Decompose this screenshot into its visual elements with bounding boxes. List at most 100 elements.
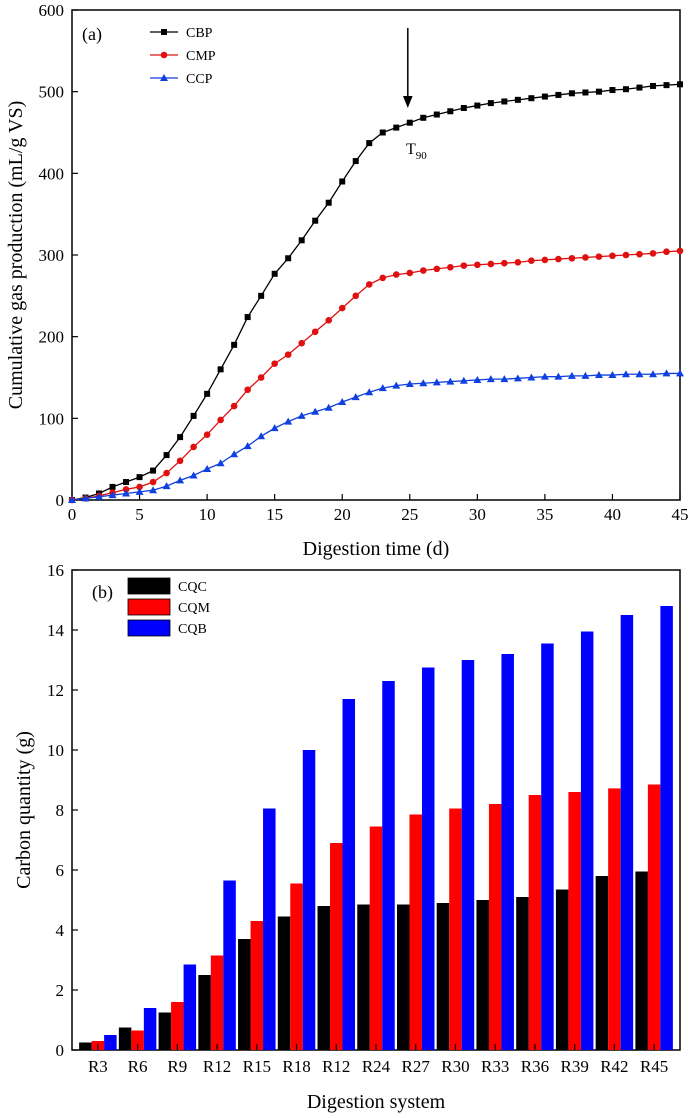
data-point-cbp	[420, 114, 427, 121]
data-point-cmp	[582, 254, 589, 261]
bar-cqb	[104, 1035, 117, 1050]
data-point-ccp	[392, 381, 401, 389]
data-point-ccp	[486, 375, 495, 383]
b-xtick-label: R15	[243, 1057, 271, 1076]
bar-cqb	[143, 1008, 157, 1050]
bar-cqb	[580, 631, 594, 1050]
a-ytick-label: 400	[39, 164, 65, 183]
data-point-cmp	[568, 254, 576, 262]
data-point-cmp	[122, 486, 130, 493]
data-point-cbp	[474, 102, 481, 109]
b-xtick-label: R42	[600, 1057, 628, 1076]
a-ytick-label: 200	[39, 328, 65, 347]
data-point-ccp	[81, 494, 90, 502]
data-point-cbp	[541, 93, 548, 100]
a-xtick-label: 25	[401, 505, 418, 524]
data-point-cmp	[217, 416, 224, 424]
data-point-cbp	[393, 124, 400, 131]
data-point-cbp	[379, 129, 386, 136]
data-point-ccp	[149, 486, 158, 494]
data-point-cmp	[474, 261, 481, 269]
data-point-cbp	[649, 82, 656, 89]
t90-label: T90	[406, 141, 427, 162]
panel-b-ticks: 0 2 4 6 8 10 12 14 16 R3 R6 R9 R12 R15 R18 R12 R24 R27 R30…	[47, 561, 668, 1076]
data-point-ccp	[243, 442, 252, 450]
legend-label-cqb: CQB	[178, 622, 207, 637]
bar-cqc	[317, 906, 331, 1050]
b-xtick-label: R12	[322, 1057, 350, 1076]
data-point-cmp	[447, 263, 454, 271]
data-point-cbp	[447, 108, 454, 115]
bar-cqm	[330, 843, 343, 1050]
panel-a-legend: CBP CMP CCP	[150, 26, 216, 87]
data-point-cbp	[163, 452, 170, 459]
bar-cqb	[461, 660, 475, 1050]
data-point-cbp	[528, 95, 535, 102]
data-point-cmp	[203, 431, 211, 438]
bar-cqm	[647, 784, 661, 1050]
panel-a-label: (a)	[82, 24, 102, 45]
bar-cqc	[436, 903, 450, 1050]
legend-swatch-cqm	[127, 598, 171, 616]
data-point-ccp	[311, 407, 320, 415]
data-point-ccp	[351, 393, 360, 401]
data-point-cmp	[541, 256, 549, 264]
a-xtick-label: 35	[536, 505, 553, 524]
bar-cqc	[476, 900, 489, 1050]
data-point-cmp	[460, 262, 468, 269]
bar-cqb	[302, 750, 316, 1050]
data-point-cmp	[528, 257, 535, 265]
t90-label-sub: 90	[416, 150, 428, 162]
bar-cqm	[449, 808, 462, 1050]
data-point-cbp	[325, 199, 332, 206]
data-point-cbp	[123, 479, 130, 486]
data-point-cbp	[501, 98, 508, 105]
series-cbp	[69, 81, 683, 503]
data-point-ccp	[594, 371, 603, 379]
data-point-ccp	[230, 450, 239, 458]
panel-a-ticks: 0 5 10 15 20 25 30 35 40 45 0 100 200 300 400 500 600	[39, 1, 689, 524]
series-ccp	[68, 369, 684, 503]
legend-label-cmp: CMP	[186, 49, 216, 64]
data-point-ccp	[108, 491, 117, 499]
b-ytick-label: 10	[47, 741, 64, 760]
a-ytick-label: 300	[39, 246, 65, 265]
panel-b-xlabel: Digestion system	[307, 1091, 446, 1113]
bar-cqm	[131, 1030, 144, 1050]
data-point-ccp	[135, 487, 144, 495]
data-point-cmp	[298, 339, 305, 347]
data-point-cbp	[663, 82, 670, 89]
bar-cqm	[528, 795, 542, 1050]
bar-cqc	[118, 1027, 132, 1050]
a-xtick-label: 30	[469, 505, 486, 524]
data-point-cmp	[257, 374, 265, 381]
bar-cqm	[568, 792, 581, 1050]
data-point-ccp	[459, 376, 468, 384]
data-point-ccp	[68, 496, 76, 503]
data-point-ccp	[581, 371, 590, 379]
data-point-ccp	[270, 424, 279, 432]
data-point-cmp	[365, 281, 373, 288]
data-point-cbp	[285, 255, 292, 262]
data-point-ccp	[162, 482, 171, 490]
b-xtick-label: R6	[128, 1057, 148, 1076]
panel-b-bars	[79, 606, 673, 1050]
panel-b-legend: CQC CQM CQB	[127, 577, 210, 637]
data-point-cmp	[501, 259, 508, 267]
data-point-cmp	[649, 250, 657, 257]
bar-cqm	[210, 955, 224, 1050]
bar-cqc	[635, 871, 648, 1050]
data-point-ccp	[608, 371, 617, 379]
a-xtick-label: 45	[672, 505, 689, 524]
t90-arrow-head	[403, 96, 413, 108]
data-point-cmp	[663, 248, 670, 256]
data-point-cmp	[271, 360, 278, 367]
b-ytick-label: 6	[56, 861, 65, 880]
data-point-cmp	[433, 265, 441, 273]
legend-label-ccp: CCP	[186, 72, 213, 87]
data-point-cbp	[677, 81, 683, 88]
b-xtick-label: R12	[203, 1057, 231, 1076]
a-xtick-label: 0	[68, 505, 77, 524]
bar-cqc	[357, 904, 370, 1050]
bar-cqb	[421, 667, 435, 1050]
